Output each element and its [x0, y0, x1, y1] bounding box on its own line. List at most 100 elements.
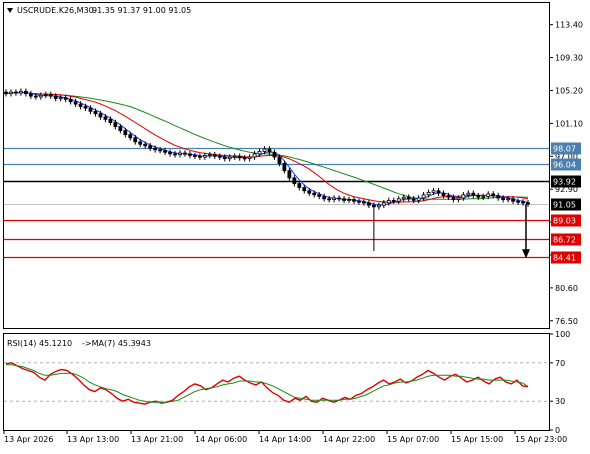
time-tick-label: 15 Apr 15:00 [451, 435, 503, 444]
symbol-label: USCRUDE.K26,M30 [17, 6, 94, 15]
level-price-tag [551, 214, 581, 227]
candle-body [357, 200, 361, 203]
candle-body [108, 118, 113, 123]
candle-body [118, 126, 123, 131]
candle-body [506, 198, 511, 201]
candle-body [511, 198, 515, 202]
time-tick-label: 13 Apr 21:00 [131, 435, 183, 444]
candle-body [386, 200, 391, 204]
price-tick-label: 113.40 [555, 21, 583, 30]
candle-body [23, 90, 28, 95]
candle-body [436, 190, 441, 194]
candle-body [352, 199, 356, 202]
candle-body [292, 177, 297, 184]
time-tick-label: 13 Apr 13:00 [67, 435, 119, 444]
symbol-dropdown-icon[interactable] [7, 8, 13, 13]
time-tick-label: 14 Apr 22:00 [323, 435, 375, 444]
candle-body [188, 153, 192, 156]
candle-body [441, 192, 446, 196]
candle-body [367, 202, 371, 206]
price-tick-label: 97.00 [555, 152, 578, 161]
ohlc-values: 91.35 91.37 91.00 91.05 [92, 6, 191, 15]
candle-body [232, 155, 237, 158]
candle-body [193, 155, 197, 157]
candle-body [113, 122, 118, 127]
rsi-tick-label: 70 [555, 359, 565, 368]
rsi-tick-label: 100 [555, 330, 570, 339]
time-tick-label: 13 Apr 2026 [4, 435, 53, 444]
candle-body [247, 156, 252, 160]
price-tick-label: 109.30 [555, 54, 583, 63]
candle-body [516, 200, 520, 203]
candle-body [312, 192, 317, 196]
horizontal-levels: 98.07 96.04 93.92 89.03 86.72 84.41 91.05 [4, 142, 581, 264]
level-price-tag [551, 158, 581, 171]
candle-body [148, 145, 153, 149]
level-price-label: 84.41 [553, 254, 576, 263]
price-series-group [4, 88, 530, 259]
time-axis: 13 Apr 2026 13 Apr 13:00 13 Apr 21:00 14 Ap… [3, 430, 567, 444]
rsi-series-group [5, 362, 529, 405]
candle-body [396, 198, 401, 202]
candle-body [426, 191, 431, 196]
candle-body [207, 154, 212, 157]
candle-body [406, 196, 411, 200]
candle-body [526, 202, 530, 205]
price-tick-label: 76.50 [555, 317, 578, 326]
candle-body [461, 194, 466, 199]
current-price-tag [551, 198, 581, 211]
candle-body [322, 195, 327, 200]
level-price-label: 93.92 [553, 178, 576, 187]
candle-body [158, 149, 163, 152]
rsi-ma-label: ->MA(7) 45.3943 [82, 339, 151, 348]
candle-body [521, 201, 525, 204]
candle-body [391, 200, 396, 202]
time-tick-label: 15 Apr 07:00 [387, 435, 439, 444]
candle-body [371, 204, 376, 208]
candle-body [53, 95, 58, 99]
price-tick-label: 101.10 [555, 119, 583, 128]
ma-mid-line [5, 91, 529, 203]
candle-body [242, 157, 247, 160]
candle-body [183, 152, 187, 155]
candle-body [421, 194, 426, 199]
candle-body [416, 197, 421, 201]
current-price-label: 91.05 [553, 201, 576, 210]
candle-body [78, 103, 83, 107]
candle-body [317, 194, 322, 197]
symbol-header: USCRUDE.K26,M30 91.35 91.37 91.00 91.05 [7, 6, 191, 15]
level-price-tag [551, 251, 581, 264]
candle-body [267, 148, 272, 153]
candle-body [476, 195, 481, 198]
level-price-label: 98.07 [553, 145, 576, 154]
candle-body [63, 97, 68, 100]
candle-body [9, 91, 13, 95]
candle-body [332, 197, 337, 201]
candle-body [411, 198, 416, 201]
candle-body [128, 134, 133, 139]
candle-body [48, 94, 53, 97]
time-tick-label: 14 Apr 14:00 [259, 435, 311, 444]
price-tick-label: 92.90 [555, 185, 578, 194]
down-arrow-icon [522, 249, 530, 259]
candle-body [58, 97, 63, 100]
candle-body [277, 156, 282, 164]
candle-body [163, 150, 167, 153]
candle-body [178, 152, 182, 156]
rsi-panel[interactable] [3, 333, 550, 431]
candle-body [93, 110, 98, 115]
candle-body [123, 130, 128, 136]
candle-body [471, 192, 476, 196]
candle-body [297, 183, 302, 188]
candle-body [153, 147, 158, 151]
candle-body [337, 197, 341, 200]
candle-body [222, 156, 227, 160]
candle-body [401, 196, 406, 200]
candle-body [252, 153, 257, 158]
candle-body [451, 196, 456, 201]
price-panel[interactable] [3, 2, 550, 329]
candle-body [381, 202, 386, 206]
candle-body [4, 91, 8, 95]
